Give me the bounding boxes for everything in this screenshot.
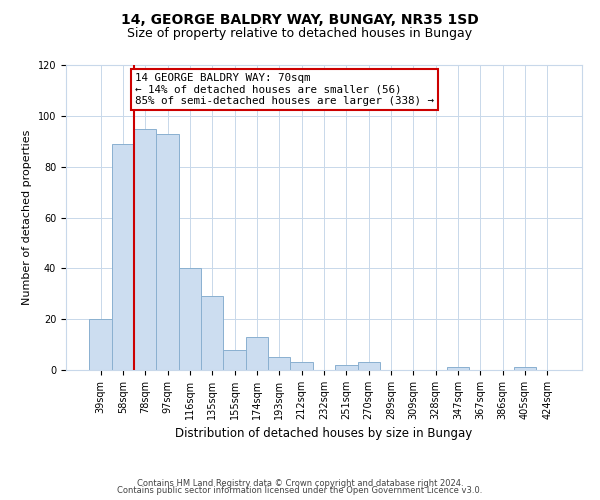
Bar [447,368,469,370]
Bar [290,362,313,370]
X-axis label: Distribution of detached houses by size in Bungay: Distribution of detached houses by size … [175,428,473,440]
Bar [89,319,112,370]
Text: Size of property relative to detached houses in Bungay: Size of property relative to detached ho… [127,28,473,40]
Bar [514,368,536,370]
Text: 14, GEORGE BALDRY WAY, BUNGAY, NR35 1SD: 14, GEORGE BALDRY WAY, BUNGAY, NR35 1SD [121,12,479,26]
Bar [157,134,179,370]
Bar [358,362,380,370]
Text: Contains HM Land Registry data © Crown copyright and database right 2024.: Contains HM Land Registry data © Crown c… [137,478,463,488]
Bar [179,268,201,370]
Text: 14 GEORGE BALDRY WAY: 70sqm
← 14% of detached houses are smaller (56)
85% of sem: 14 GEORGE BALDRY WAY: 70sqm ← 14% of det… [135,72,434,106]
Bar [246,337,268,370]
Bar [335,365,358,370]
Text: Contains public sector information licensed under the Open Government Licence v3: Contains public sector information licen… [118,486,482,495]
Bar [201,296,223,370]
Y-axis label: Number of detached properties: Number of detached properties [22,130,32,305]
Bar [134,128,157,370]
Bar [223,350,246,370]
Bar [268,358,290,370]
Bar [112,144,134,370]
